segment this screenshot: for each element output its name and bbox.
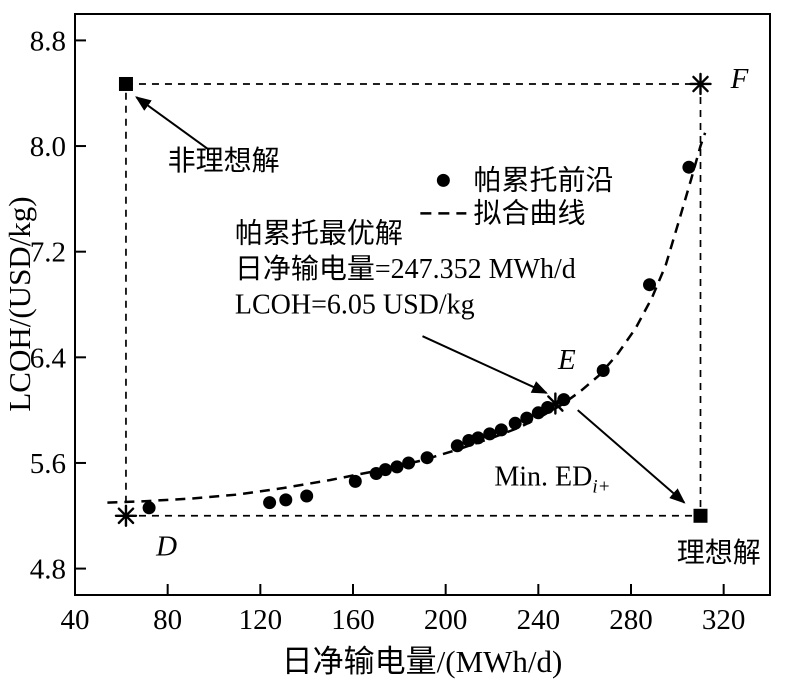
plot-frame: [74, 13, 771, 596]
pareto-point: [263, 496, 277, 510]
y-tick-label: 4.8: [30, 554, 66, 586]
x-tick-label: 280: [609, 604, 653, 636]
annotation-text-ideal-label: 理想解: [677, 537, 761, 569]
point-label-E: E: [557, 344, 576, 376]
annotation-text-min-ed-label: Min. EDi+: [494, 461, 610, 497]
annotation-text-pareto-optimal-label: 日净输电量=247.352 MWh/d: [235, 253, 576, 285]
pareto-point: [471, 431, 485, 445]
x-tick-label: 200: [424, 604, 468, 636]
x-axis-label: 日净输电量/(MWh/d): [282, 644, 563, 679]
point-label-F: F: [730, 63, 749, 95]
pareto-point: [142, 501, 156, 515]
y-tick-label: 8.8: [30, 25, 66, 57]
pareto-point: [494, 423, 508, 437]
annotation-arrow-non-ideal-label: [135, 96, 210, 151]
point-E-asterisk: [544, 392, 567, 415]
pareto-point: [450, 439, 464, 453]
x-tick-label: 80: [153, 604, 182, 636]
annotation-text-pareto-optimal-label: LCOH=6.05 USD/kg: [235, 290, 475, 321]
y-tick-label: 8.0: [30, 131, 66, 163]
legend-item-label: 拟合曲线: [473, 197, 585, 229]
annotation-text-pareto-optimal-label: 帕累托最优解: [235, 217, 403, 249]
annotation-arrow-min-ed-label: [577, 409, 686, 504]
legend-item-label: 帕累托前沿: [473, 164, 613, 196]
pareto-point: [596, 364, 610, 377]
pareto-point: [682, 160, 696, 174]
pareto-point: [643, 278, 656, 292]
non-ideal-square: [118, 76, 133, 91]
pareto-point: [390, 460, 404, 474]
pareto-point: [402, 456, 416, 470]
y-axis-label: LCOH/(USD/kg): [2, 196, 37, 411]
point-D-asterisk: [114, 504, 138, 527]
pareto-point: [279, 493, 293, 507]
y-tick-label: 6.4: [30, 342, 67, 374]
pareto-point: [520, 411, 534, 425]
chart-layer: 40 80 120 160 200 240 280 320 4.8 5.6 6.4 7.2 8.0 8.8…: [30, 13, 771, 636]
pareto-point: [420, 451, 434, 465]
annotation-arrow-pareto-optimal-label: [422, 335, 548, 394]
ideal-square: [693, 508, 708, 523]
x-tick-label: 40: [61, 604, 90, 636]
pareto-point: [378, 463, 392, 477]
x-tick-label: 240: [517, 604, 561, 636]
point-F-asterisk: [689, 72, 712, 96]
legend-sample-dot: [436, 173, 450, 187]
y-tick-label: 7.2: [30, 237, 66, 269]
point-label-D: D: [155, 530, 177, 562]
pareto-point: [483, 427, 497, 441]
pareto-point: [508, 416, 522, 430]
x-tick-label: 160: [331, 604, 375, 636]
pareto-point: [300, 489, 314, 503]
x-tick-label: 320: [702, 604, 746, 636]
annotation-text-non-ideal-label: 非理想解: [168, 145, 280, 177]
pareto-point: [348, 474, 362, 488]
x-tick-label: 120: [239, 604, 283, 636]
y-tick-label: 5.6: [30, 448, 66, 480]
